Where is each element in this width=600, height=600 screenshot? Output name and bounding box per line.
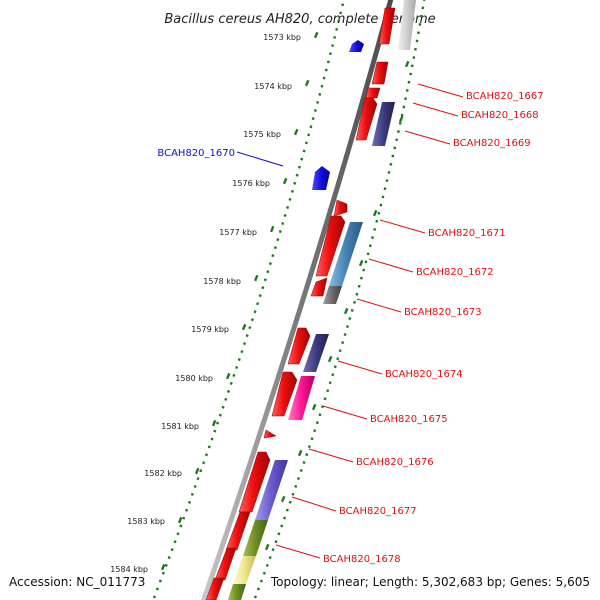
- tick-mark: [343, 307, 349, 315]
- gene-arrow[interactable]: [349, 40, 364, 52]
- tick-mark: [282, 177, 288, 185]
- tick-label: 1573 kbp: [263, 33, 301, 42]
- gene-label[interactable]: BCAH820_1677: [339, 506, 417, 517]
- tick-mark: [241, 323, 247, 331]
- gene-label[interactable]: BCAH820_1676: [356, 457, 434, 468]
- tick-mark: [358, 259, 364, 267]
- category-box: [233, 556, 256, 584]
- gene-arrow[interactable]: [333, 199, 348, 217]
- gene-arrow[interactable]: [263, 429, 277, 439]
- gene-label[interactable]: BCAH820_1667: [466, 91, 544, 102]
- gene-arrow[interactable]: [214, 547, 237, 581]
- gene-label[interactable]: BCAH820_1670: [157, 148, 235, 159]
- gene-arrow[interactable]: [365, 87, 381, 99]
- leader-line: [275, 544, 321, 559]
- category-box: [243, 520, 268, 556]
- gene-arrow[interactable]: [371, 61, 389, 85]
- tick-mark: [313, 31, 319, 39]
- gene-label[interactable]: BCAH820_1674: [385, 369, 463, 380]
- tick-label: 1581 kbp: [161, 422, 199, 431]
- gene-label[interactable]: BCAH820_1668: [461, 110, 539, 121]
- gene-arrow[interactable]: [312, 166, 330, 190]
- leader-line: [308, 448, 354, 463]
- category-box: [288, 376, 315, 420]
- category-box: [255, 460, 288, 520]
- tick-mark: [293, 128, 299, 136]
- tick-mark: [211, 419, 217, 427]
- tick-label: 1574 kbp: [254, 82, 292, 91]
- tick-mark: [372, 209, 378, 217]
- tick-mark: [225, 372, 231, 380]
- gene-label[interactable]: BCAH820_1678: [323, 554, 401, 565]
- gene-arrow[interactable]: [378, 7, 396, 45]
- leader-line: [417, 83, 464, 98]
- tick-mark: [264, 543, 270, 551]
- tick-mark: [194, 467, 200, 475]
- tick-label: 1579 kbp: [191, 325, 229, 334]
- gene-arrow[interactable]: [310, 277, 328, 297]
- tick-label: 1584 kbp: [110, 565, 148, 574]
- leader-line: [236, 151, 284, 167]
- forward-genes: [205, 7, 396, 600]
- category-box: [329, 222, 363, 286]
- genome-summary: Topology: linear; Length: 5,302,683 bp; …: [270, 575, 590, 589]
- tick-label: 1583 kbp: [127, 517, 165, 526]
- tick-label: 1576 kbp: [232, 179, 270, 188]
- gene-label[interactable]: BCAH820_1673: [404, 307, 482, 318]
- leader-line: [322, 405, 368, 420]
- category-box: [398, 0, 416, 50]
- tick-mark: [398, 115, 404, 123]
- accession-text: Accession: NC_011773: [9, 575, 145, 589]
- tick-mark: [280, 495, 286, 503]
- tick-mark: [311, 403, 317, 411]
- gene-label[interactable]: BCAH820_1675: [370, 414, 448, 425]
- tick-mark: [269, 225, 275, 233]
- category-box: [303, 334, 329, 372]
- leader-line: [379, 219, 426, 234]
- tick-label: 1582 kbp: [144, 469, 182, 478]
- tick-mark: [304, 79, 310, 87]
- gene-label[interactable]: BCAH820_1672: [416, 267, 494, 278]
- leader-line: [368, 258, 414, 273]
- genome-backbone: [201, 0, 394, 600]
- tick-label: 1578 kbp: [203, 277, 241, 286]
- leader-line: [356, 298, 402, 313]
- tick-label: 1577 kbp: [219, 228, 257, 237]
- gene-labels: BCAH820_1667 BCAH820_1668 BCAH820_1669 B…: [157, 91, 543, 565]
- gene-label[interactable]: BCAH820_1671: [428, 228, 506, 239]
- gene-arrow[interactable]: [271, 371, 298, 417]
- gene-arrow[interactable]: [315, 215, 346, 277]
- reverse-genes: [312, 40, 364, 190]
- map-title: Bacillus cereus AH820, complete genome: [164, 12, 435, 27]
- leader-line: [337, 360, 383, 375]
- gene-arrow[interactable]: [287, 327, 311, 365]
- tick-label: 1580 kbp: [175, 374, 213, 383]
- tick-mark: [404, 60, 410, 68]
- gene-label[interactable]: BCAH820_1669: [453, 138, 531, 149]
- tick-mark: [160, 563, 166, 571]
- leader-lines: [236, 83, 464, 559]
- outer-track-line: [253, 0, 426, 599]
- leader-line: [412, 102, 459, 117]
- ruler-ticks: [160, 31, 410, 571]
- category-box: [228, 584, 246, 600]
- tick-mark: [327, 355, 333, 363]
- tick-label: 1575 kbp: [243, 130, 281, 139]
- category-box: [323, 286, 342, 304]
- leader-line: [291, 496, 337, 512]
- tick-mark: [253, 274, 259, 282]
- gene-arrow[interactable]: [355, 97, 378, 141]
- ruler-labels: 1573 kbp 1574 kbp 1575 kbp 1576 kbp 1577…: [110, 33, 301, 574]
- gene-arrow[interactable]: [205, 577, 225, 600]
- leader-line: [404, 130, 451, 145]
- tick-mark: [297, 449, 303, 457]
- gene-arrow[interactable]: [238, 451, 271, 513]
- gene-arrow[interactable]: [225, 511, 251, 551]
- tick-mark: [177, 516, 183, 524]
- category-boxes: [228, 0, 416, 600]
- category-box: [372, 102, 395, 146]
